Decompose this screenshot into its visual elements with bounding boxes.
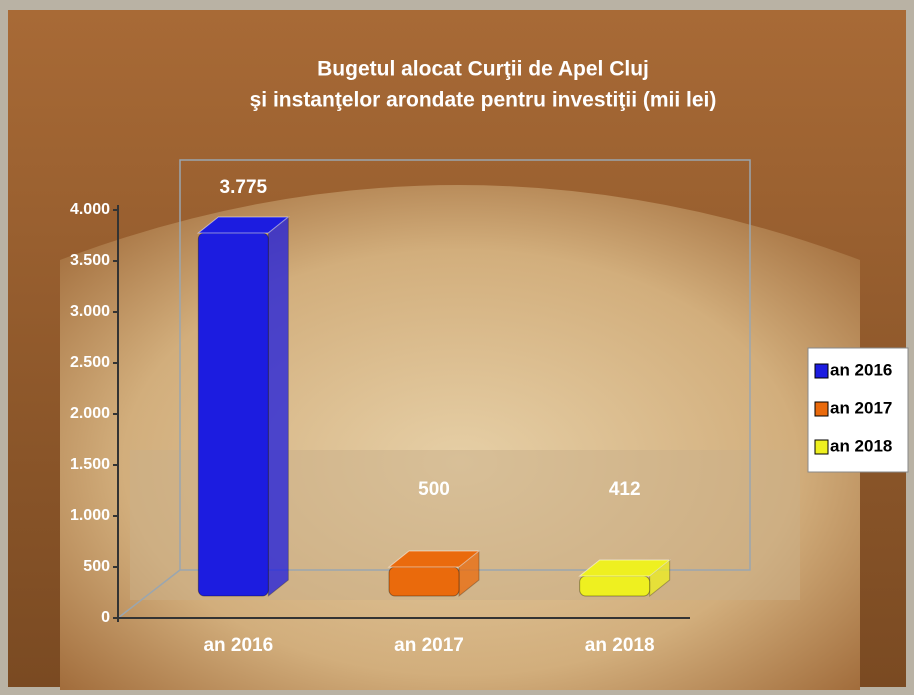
y-tick-label: 1.500 <box>70 456 110 473</box>
bar-top <box>387 550 481 568</box>
chart-title: Bugetul alocat Curţii de Apel Cluj <box>317 58 649 81</box>
y-tick-label: 1.000 <box>70 507 110 524</box>
bar <box>579 575 651 597</box>
y-tick-label: 2.000 <box>70 405 110 422</box>
value-label: 412 <box>609 479 641 500</box>
x-tick-label: an 2017 <box>394 635 464 656</box>
y-tick-label: 3.500 <box>70 252 110 269</box>
bar <box>388 566 460 597</box>
floor-edge <box>117 569 181 619</box>
bar-side <box>267 215 289 598</box>
bar <box>197 232 269 597</box>
x-tick-label: an 2018 <box>585 635 655 656</box>
y-tick-label: 4.000 <box>70 201 110 218</box>
y-tick-label: 500 <box>83 558 110 575</box>
y-tick-label: 0 <box>101 609 110 626</box>
y-tick-label: 2.500 <box>70 354 110 371</box>
bar-top <box>196 216 290 234</box>
bar-top <box>578 559 672 577</box>
legend-label: an 2016 <box>830 360 892 379</box>
legend-swatch <box>814 363 829 379</box>
legend-label: an 2018 <box>830 436 892 455</box>
legend-swatch <box>814 401 829 417</box>
value-label: 3.775 <box>220 177 268 198</box>
legend-swatch <box>814 439 829 455</box>
chart-title: şi instanţelor arondate pentru investiţi… <box>250 89 717 112</box>
y-tick-label: 3.000 <box>70 303 110 320</box>
value-label: 500 <box>418 479 450 500</box>
x-tick-label: an 2016 <box>203 635 273 656</box>
legend-label: an 2017 <box>830 398 892 417</box>
